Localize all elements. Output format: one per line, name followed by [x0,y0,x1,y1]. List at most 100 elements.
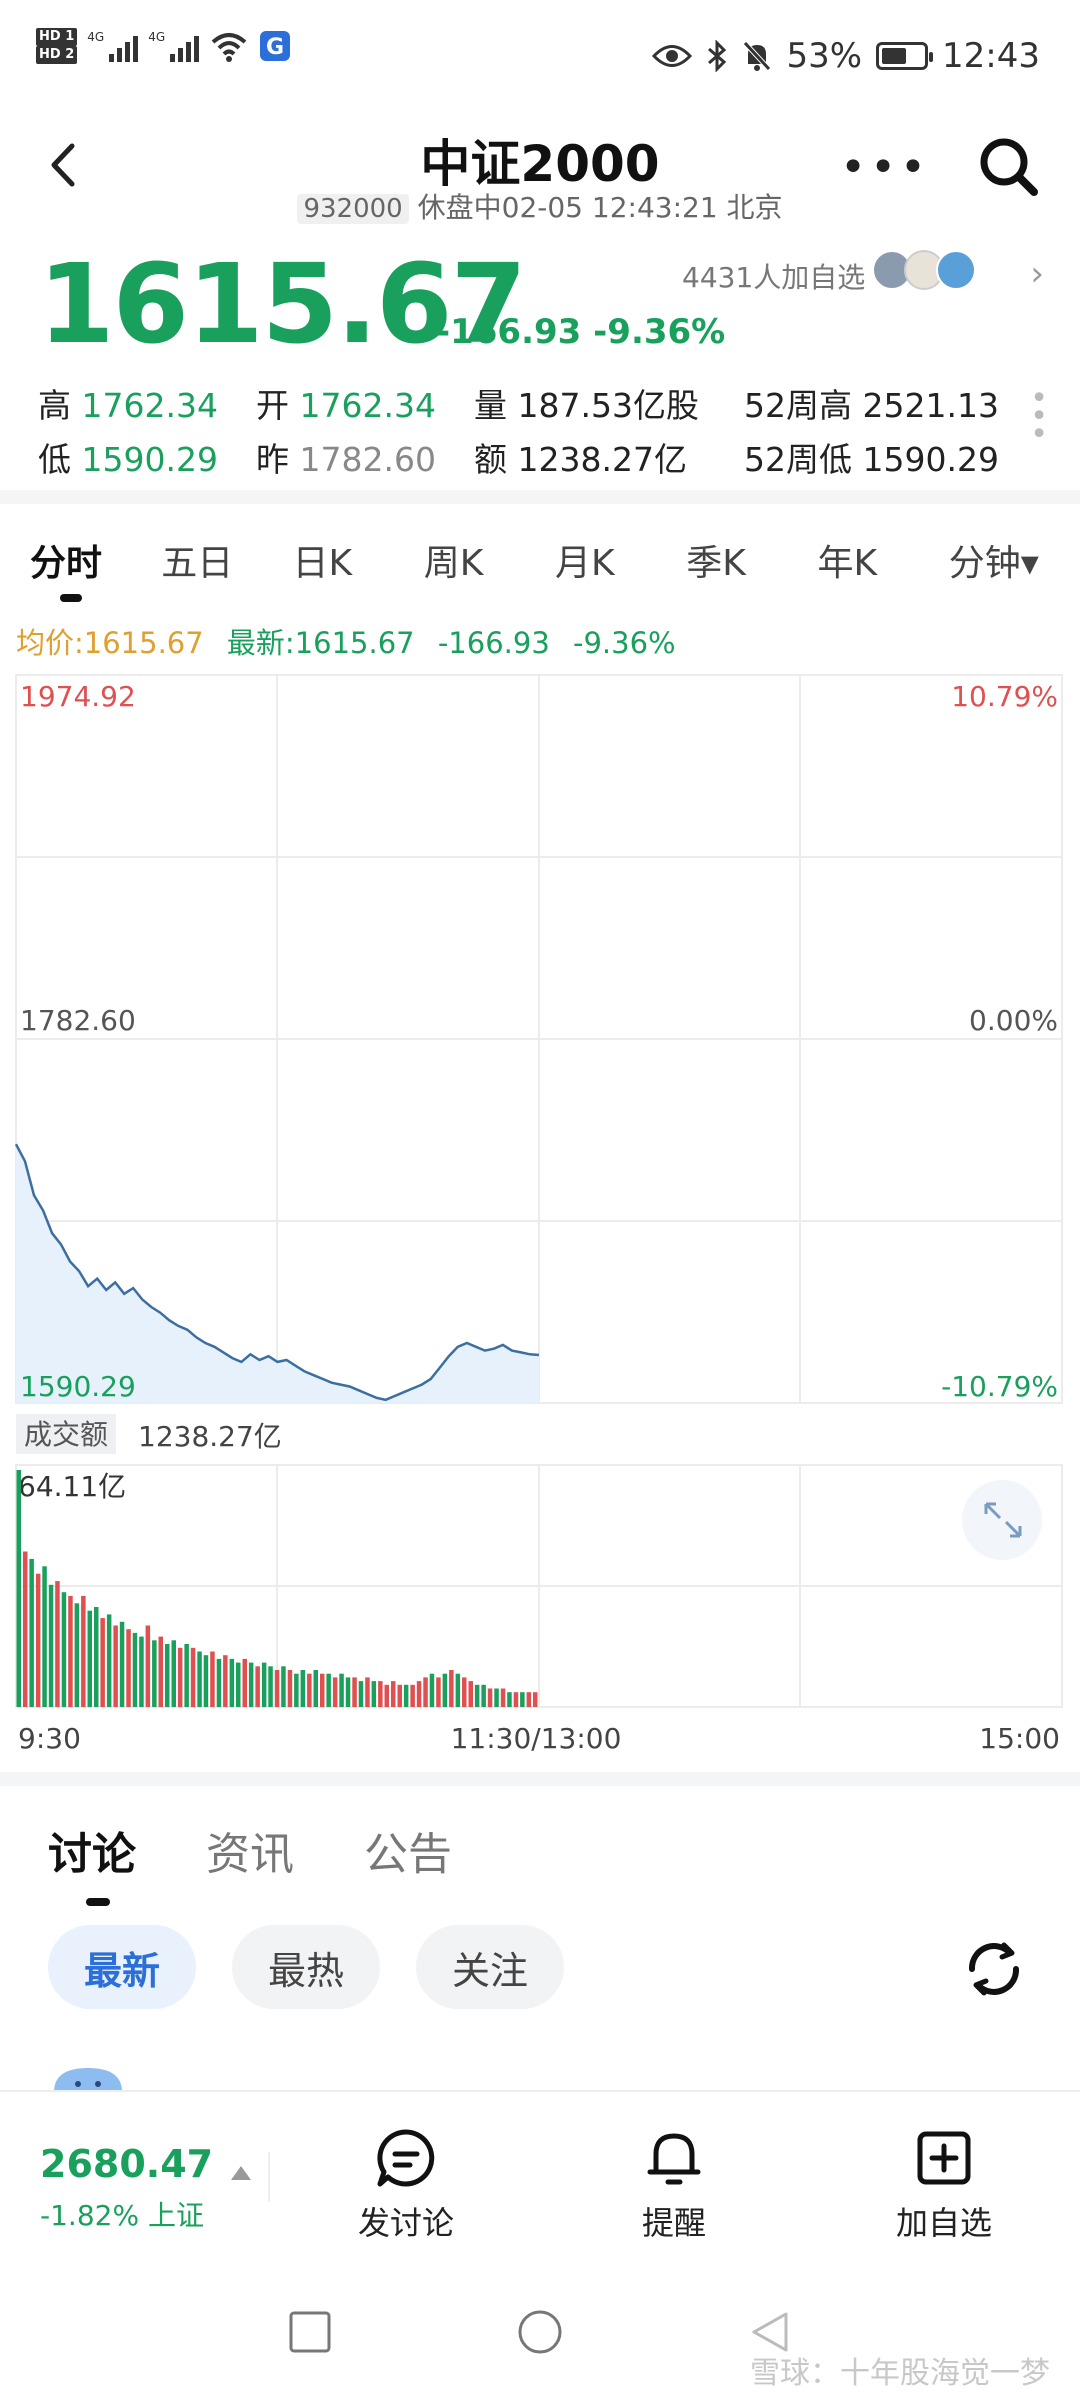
index-ticker[interactable]: 2680.47 -1.82% 上证 [40,2142,252,2234]
expand-stats-icon[interactable]: • • • [1030,381,1048,452]
volume-bar [81,1595,86,1707]
volume-bar [313,1670,318,1707]
tab-weekly-k[interactable]: 周K [423,543,484,584]
volume-bar [307,1673,312,1707]
tab-discussion[interactable]: 讨论 [48,1818,136,1906]
back-triangle-icon[interactable] [748,2310,792,2354]
index-value: 2680.47 [40,2142,214,2186]
legend-change: -166.93 [437,626,550,660]
volume-bar [287,1670,293,1707]
page-header: 中证2000 932000 休盘中02-05 12:43:21 北京 ••• [0,120,1080,230]
volume-bar [165,1644,170,1707]
volume-bar [223,1655,228,1707]
post-avatar-partial [54,2068,122,2092]
volume-bars [16,1470,538,1708]
section-divider [0,490,1080,504]
volume-bar [332,1677,338,1707]
bottom-action-bar: 2680.47 -1.82% 上证 发讨论 提醒 加自选 [0,2090,1080,2270]
post-discussion-button[interactable]: 发讨论 [316,2126,496,2244]
intraday-chart[interactable]: 1974.92 10.79% 1782.60 0.00% 1590.29 -10… [0,660,1080,1760]
tab-minute[interactable]: 分钟▾ [948,543,1039,584]
volume-bar [391,1681,396,1707]
stat-label: 低 [38,440,71,479]
back-arrow-icon[interactable] [40,140,90,190]
y-axis-top-percent: 10.79% [951,680,1058,713]
signal-icon: 4G [87,30,139,62]
volume-bar [455,1673,461,1707]
hd-indicator: HD 1 HD 2 [36,28,78,64]
tab-yearly-k[interactable]: 年K [817,543,878,584]
alert-label: 提醒 [641,2204,706,2242]
volume-bar [210,1651,215,1707]
volume-bar [229,1658,235,1707]
follower-avatars[interactable] [872,250,976,290]
mute-bell-icon [743,41,772,71]
y-axis-bottom-percent: -10.79% [941,1370,1058,1403]
home-icon[interactable] [516,2310,564,2358]
stock-code: 932000 [297,194,409,224]
more-icon[interactable]: ••• [840,142,930,193]
tab-announcements[interactable]: 公告 [364,1829,452,1880]
volume-bar [474,1684,480,1707]
stat-value: 1590.29 [81,440,218,479]
stat-label: 昨 [256,440,289,479]
system-nav-bar [0,2270,1080,2400]
stat-label: 开 [256,386,289,425]
filter-latest[interactable]: 最新 [48,1925,197,2009]
refresh-icon[interactable] [960,1935,1028,2003]
followers-count[interactable]: 4431人加自选 [682,261,866,294]
clock: 12:43 [942,36,1040,76]
volume-bar [423,1677,428,1707]
y-axis-top-label: 1974.92 [20,680,136,713]
volume-bar [326,1673,331,1707]
page-title: 中证2000 [420,135,660,193]
hd1-label: HD 1 [36,28,78,46]
filter-hottest[interactable]: 最热 [232,1925,381,2009]
search-icon[interactable] [976,134,1040,198]
volume-total: 1238.27亿 [138,1420,282,1453]
volume-bar [410,1684,415,1707]
volume-bar [281,1666,286,1707]
chart-period-tabs: 分时 五日 日K 周K 月K 季K 年K 分钟▾ [0,510,1080,610]
recent-apps-icon[interactable] [288,2310,332,2354]
volume-bar [468,1681,473,1707]
tab-intraday[interactable]: 分时 [30,534,161,602]
signal-icon-2: 4G [148,30,200,62]
y-axis-bottom-label: 1590.29 [20,1370,136,1403]
stat-label: 高 [38,386,71,425]
volume-bar [487,1688,493,1707]
volume-bar [274,1670,280,1707]
price-line [14,1143,540,1402]
svg-text:G: G [266,35,284,60]
index-change: -1.82% 上证 [40,2199,204,2232]
wifi-icon [211,33,247,62]
plus-square-icon [917,2131,971,2185]
tab-five-day[interactable]: 五日 [161,543,234,584]
tab-quarterly-k[interactable]: 季K [686,543,746,584]
stat-value: 1782.60 [299,440,436,479]
volume-bar [61,1592,67,1707]
stats-grid: 高 1762.34 开 1762.34 量 187.53亿股 52周高 2521… [38,376,1028,484]
fullscreen-icon[interactable] [962,1480,1042,1560]
avatar [936,250,976,290]
stat-value: 1238.27亿 [517,440,687,479]
tab-monthly-k[interactable]: 月K [555,543,615,584]
filter-following[interactable]: 关注 [416,1925,565,2009]
change-value: -166.93 [436,312,582,352]
chevron-right-icon[interactable]: › [1030,254,1044,294]
volume-bar [533,1692,538,1707]
volume-bar [365,1677,370,1707]
volume-tag-bg [16,1414,116,1454]
volume-label: 成交额 [24,1418,108,1451]
add-watchlist-button[interactable]: 加自选 [854,2126,1034,2244]
volume-bar [216,1658,222,1707]
net1-label: 4G [87,30,105,44]
post-discussion-label: 发讨论 [357,2204,454,2242]
tab-daily-k[interactable]: 日K [292,543,353,584]
alert-button[interactable]: 提醒 [584,2126,764,2244]
tab-news[interactable]: 资讯 [206,1829,294,1880]
triangle-up-icon [231,2165,252,2180]
watermark: 雪球：十年股海觉一梦 [750,2356,1050,2391]
volume-grid [15,1464,1063,1708]
volume-bar [35,1573,41,1707]
